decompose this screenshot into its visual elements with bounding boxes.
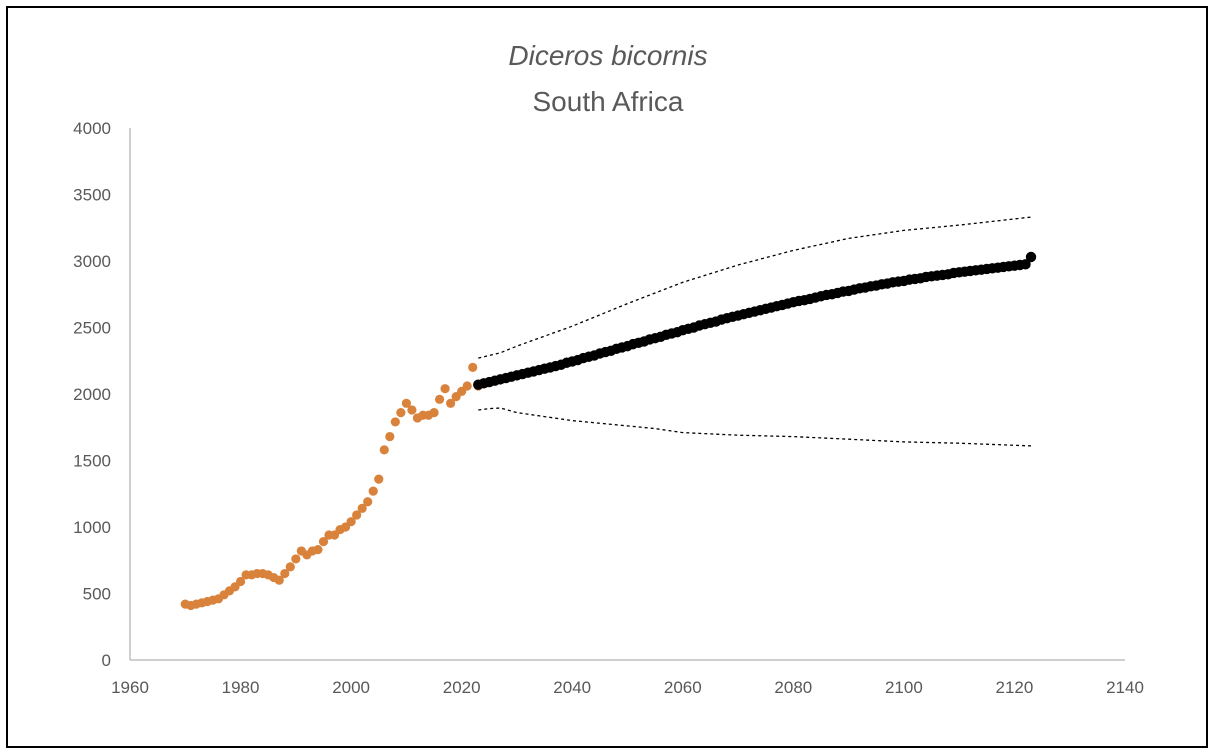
observed-point — [446, 398, 456, 408]
y-tick-label: 500 — [83, 585, 111, 604]
observed-point — [363, 497, 373, 507]
x-tick-label: 2040 — [553, 678, 591, 697]
observed-point — [429, 408, 439, 418]
x-tick-label: 1960 — [111, 678, 149, 697]
chart-subtitle: South Africa — [532, 86, 684, 117]
x-tick-label: 2140 — [1106, 678, 1144, 697]
y-tick-label: 1000 — [73, 518, 111, 537]
y-tick-label: 1500 — [73, 452, 111, 471]
y-tick-label: 2500 — [73, 319, 111, 338]
observed-point — [462, 381, 472, 391]
x-tick-label: 2100 — [885, 678, 923, 697]
observed-point — [291, 554, 301, 564]
x-tick-label: 2120 — [996, 678, 1034, 697]
observed-point — [390, 417, 400, 427]
x-tick-label: 2060 — [664, 678, 702, 697]
observed-point — [357, 503, 367, 513]
observed-point — [407, 405, 417, 415]
observed-point — [280, 568, 290, 579]
observed-point — [440, 384, 450, 394]
y-tick-label: 4000 — [73, 119, 111, 138]
chart-frame — [6, 6, 1208, 748]
observed-point — [313, 545, 323, 555]
upper-bound-line — [478, 216, 1032, 359]
chart-title: Diceros bicornis — [508, 40, 708, 71]
x-tick-label: 1980 — [222, 678, 260, 697]
observed-point — [468, 362, 478, 372]
projected-point — [1025, 251, 1037, 263]
observed-point — [396, 408, 406, 418]
y-tick-label: 2000 — [73, 385, 111, 404]
y-tick-label: 3500 — [73, 186, 111, 205]
observed-point — [235, 576, 246, 587]
observed-point — [434, 394, 445, 404]
x-tick-label: 2000 — [332, 678, 370, 697]
observed-point — [352, 510, 362, 520]
observed-point — [274, 575, 284, 585]
observed-point — [318, 537, 329, 547]
observed-point — [368, 486, 378, 496]
x-tick-label: 2080 — [774, 678, 812, 697]
y-tick-label: 3000 — [73, 252, 111, 271]
projected-point — [1020, 259, 1031, 270]
observed-point — [385, 431, 395, 442]
observed-point — [379, 445, 389, 455]
lower-bound-line — [478, 407, 1032, 447]
observed-point — [401, 398, 411, 408]
y-tick-label: 0 — [102, 651, 111, 670]
x-tick-label: 2020 — [443, 678, 481, 697]
observed-point — [285, 562, 295, 572]
observed-point — [346, 517, 356, 527]
observed-point — [374, 474, 384, 484]
